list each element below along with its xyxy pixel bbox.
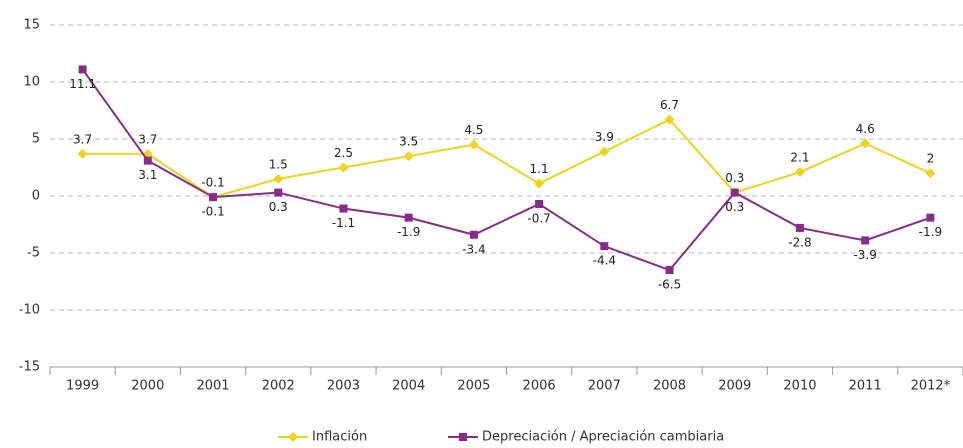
legend-label: Inflación — [312, 430, 367, 445]
marker — [535, 199, 544, 208]
marker — [78, 65, 87, 74]
data-label: 4.6 — [856, 122, 875, 136]
x-tick-label: 2005 — [457, 379, 490, 394]
marker — [143, 156, 152, 165]
series-line — [82, 118, 931, 199]
data-label: 1.5 — [269, 157, 288, 171]
x-tick-label: 2006 — [523, 379, 556, 394]
data-label: 3.7 — [138, 132, 157, 146]
data-label: 6.7 — [660, 98, 679, 112]
data-label: -0.1 — [201, 176, 224, 190]
marker — [338, 162, 349, 173]
data-label: 0.3 — [269, 200, 288, 214]
data-label: 2.1 — [790, 151, 809, 165]
data-label: -0.1 — [201, 205, 224, 219]
y-tick-label: 5 — [32, 132, 40, 147]
marker — [861, 236, 870, 245]
x-tick-label: 2004 — [392, 379, 425, 394]
marker — [468, 139, 479, 150]
data-label: 11.1 — [69, 77, 96, 91]
data-label: 0.3 — [725, 171, 744, 185]
data-label: 3.1 — [138, 168, 157, 182]
data-label: -6.5 — [658, 278, 681, 292]
x-tick-label: 2003 — [327, 379, 360, 394]
x-tick-label: 2009 — [718, 379, 751, 394]
marker — [600, 242, 609, 251]
x-tick-label: 1999 — [66, 379, 99, 394]
x-tick-label: 2007 — [588, 379, 621, 394]
marker — [599, 146, 610, 157]
data-label: -0.7 — [527, 211, 550, 225]
data-label: 0.3 — [725, 200, 744, 214]
y-tick-label: 0 — [32, 189, 40, 204]
y-tick-label: 10 — [23, 75, 40, 90]
marker — [730, 188, 739, 197]
y-tick-label: -10 — [19, 303, 40, 318]
data-label: -1.9 — [397, 225, 420, 239]
marker — [288, 432, 298, 442]
data-label: 3.5 — [399, 135, 418, 149]
marker — [925, 168, 936, 179]
x-tick-label: 2012* — [911, 379, 951, 394]
x-tick-label: 2002 — [262, 379, 295, 394]
marker — [403, 151, 414, 162]
marker — [926, 213, 935, 222]
series-line — [81, 68, 931, 272]
x-tick-label: 2008 — [653, 379, 686, 394]
data-label: -3.9 — [853, 248, 876, 262]
marker — [77, 148, 88, 159]
marker — [274, 188, 283, 197]
data-label: -2.8 — [788, 235, 811, 249]
marker — [273, 173, 284, 184]
y-tick-label: -5 — [27, 246, 40, 261]
x-tick-label: 2011 — [849, 379, 882, 394]
data-label: 1.1 — [530, 162, 549, 176]
x-tick-label: 2001 — [196, 379, 229, 394]
marker — [664, 114, 675, 125]
data-label: 2.5 — [334, 146, 353, 160]
data-label: -3.4 — [462, 242, 485, 256]
marker — [459, 433, 467, 441]
marker — [665, 266, 674, 275]
data-label: -4.4 — [593, 254, 616, 268]
marker — [404, 213, 413, 222]
data-label: 3.9 — [595, 130, 614, 144]
marker — [534, 178, 545, 189]
marker — [794, 167, 805, 178]
data-label: -1.9 — [919, 225, 942, 239]
legend-label: Depreciación / Apreciación cambiaria — [482, 430, 724, 445]
x-tick-label: 2010 — [783, 379, 816, 394]
y-tick-label: -15 — [19, 360, 40, 375]
marker — [209, 193, 218, 202]
data-label: 3.7 — [73, 132, 92, 146]
data-label: -1.1 — [332, 216, 355, 230]
marker — [339, 204, 348, 213]
data-label: 4.5 — [464, 123, 483, 137]
marker — [469, 230, 478, 239]
marker — [795, 223, 804, 232]
y-tick-label: 15 — [23, 18, 40, 33]
data-label: 2 — [927, 152, 935, 166]
marker — [860, 138, 871, 149]
x-tick-label: 2000 — [131, 379, 164, 394]
